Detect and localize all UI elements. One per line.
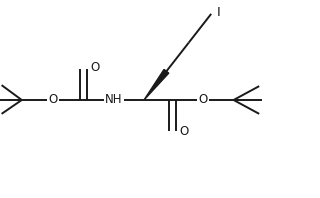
- Text: O: O: [198, 92, 207, 106]
- Polygon shape: [144, 69, 169, 100]
- Text: O: O: [90, 61, 100, 74]
- Text: NH: NH: [105, 93, 122, 107]
- Text: I: I: [216, 6, 220, 19]
- Text: O: O: [48, 92, 57, 106]
- Text: O: O: [179, 125, 188, 138]
